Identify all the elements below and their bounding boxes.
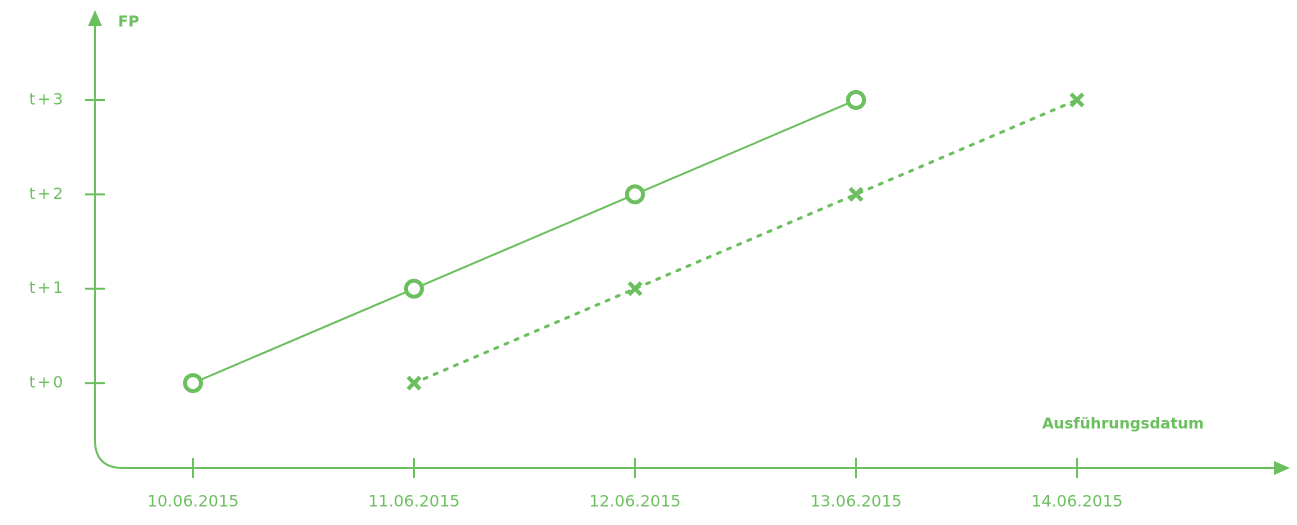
y-axis-arrow	[88, 10, 102, 26]
point	[406, 375, 422, 391]
point	[625, 184, 645, 205]
x-tick-label: 12.06.2015	[589, 492, 681, 511]
x-tick-label: 14.06.2015	[1031, 492, 1123, 511]
point	[848, 186, 864, 202]
point	[404, 278, 424, 299]
point	[1069, 92, 1085, 108]
y-tick-label: t+3	[29, 89, 65, 108]
axes	[94, 22, 1278, 469]
x-tick-label: 11.06.2015	[368, 492, 460, 511]
series-line	[192, 98, 857, 385]
point	[627, 281, 643, 297]
series-line	[412, 98, 1079, 385]
y-tick-label: t+1	[29, 278, 65, 297]
point	[183, 373, 203, 394]
y-axis-label: FP	[118, 13, 139, 31]
x-axis-arrow	[1274, 461, 1290, 475]
x-tick-label: 10.06.2015	[147, 492, 239, 511]
y-tick-label: t+0	[29, 373, 65, 392]
x-axis-label: Ausführungsdatum	[1042, 415, 1204, 433]
y-tick-label: t+2	[29, 184, 65, 203]
point	[846, 89, 866, 110]
x-tick-label: 13.06.2015	[810, 492, 902, 511]
